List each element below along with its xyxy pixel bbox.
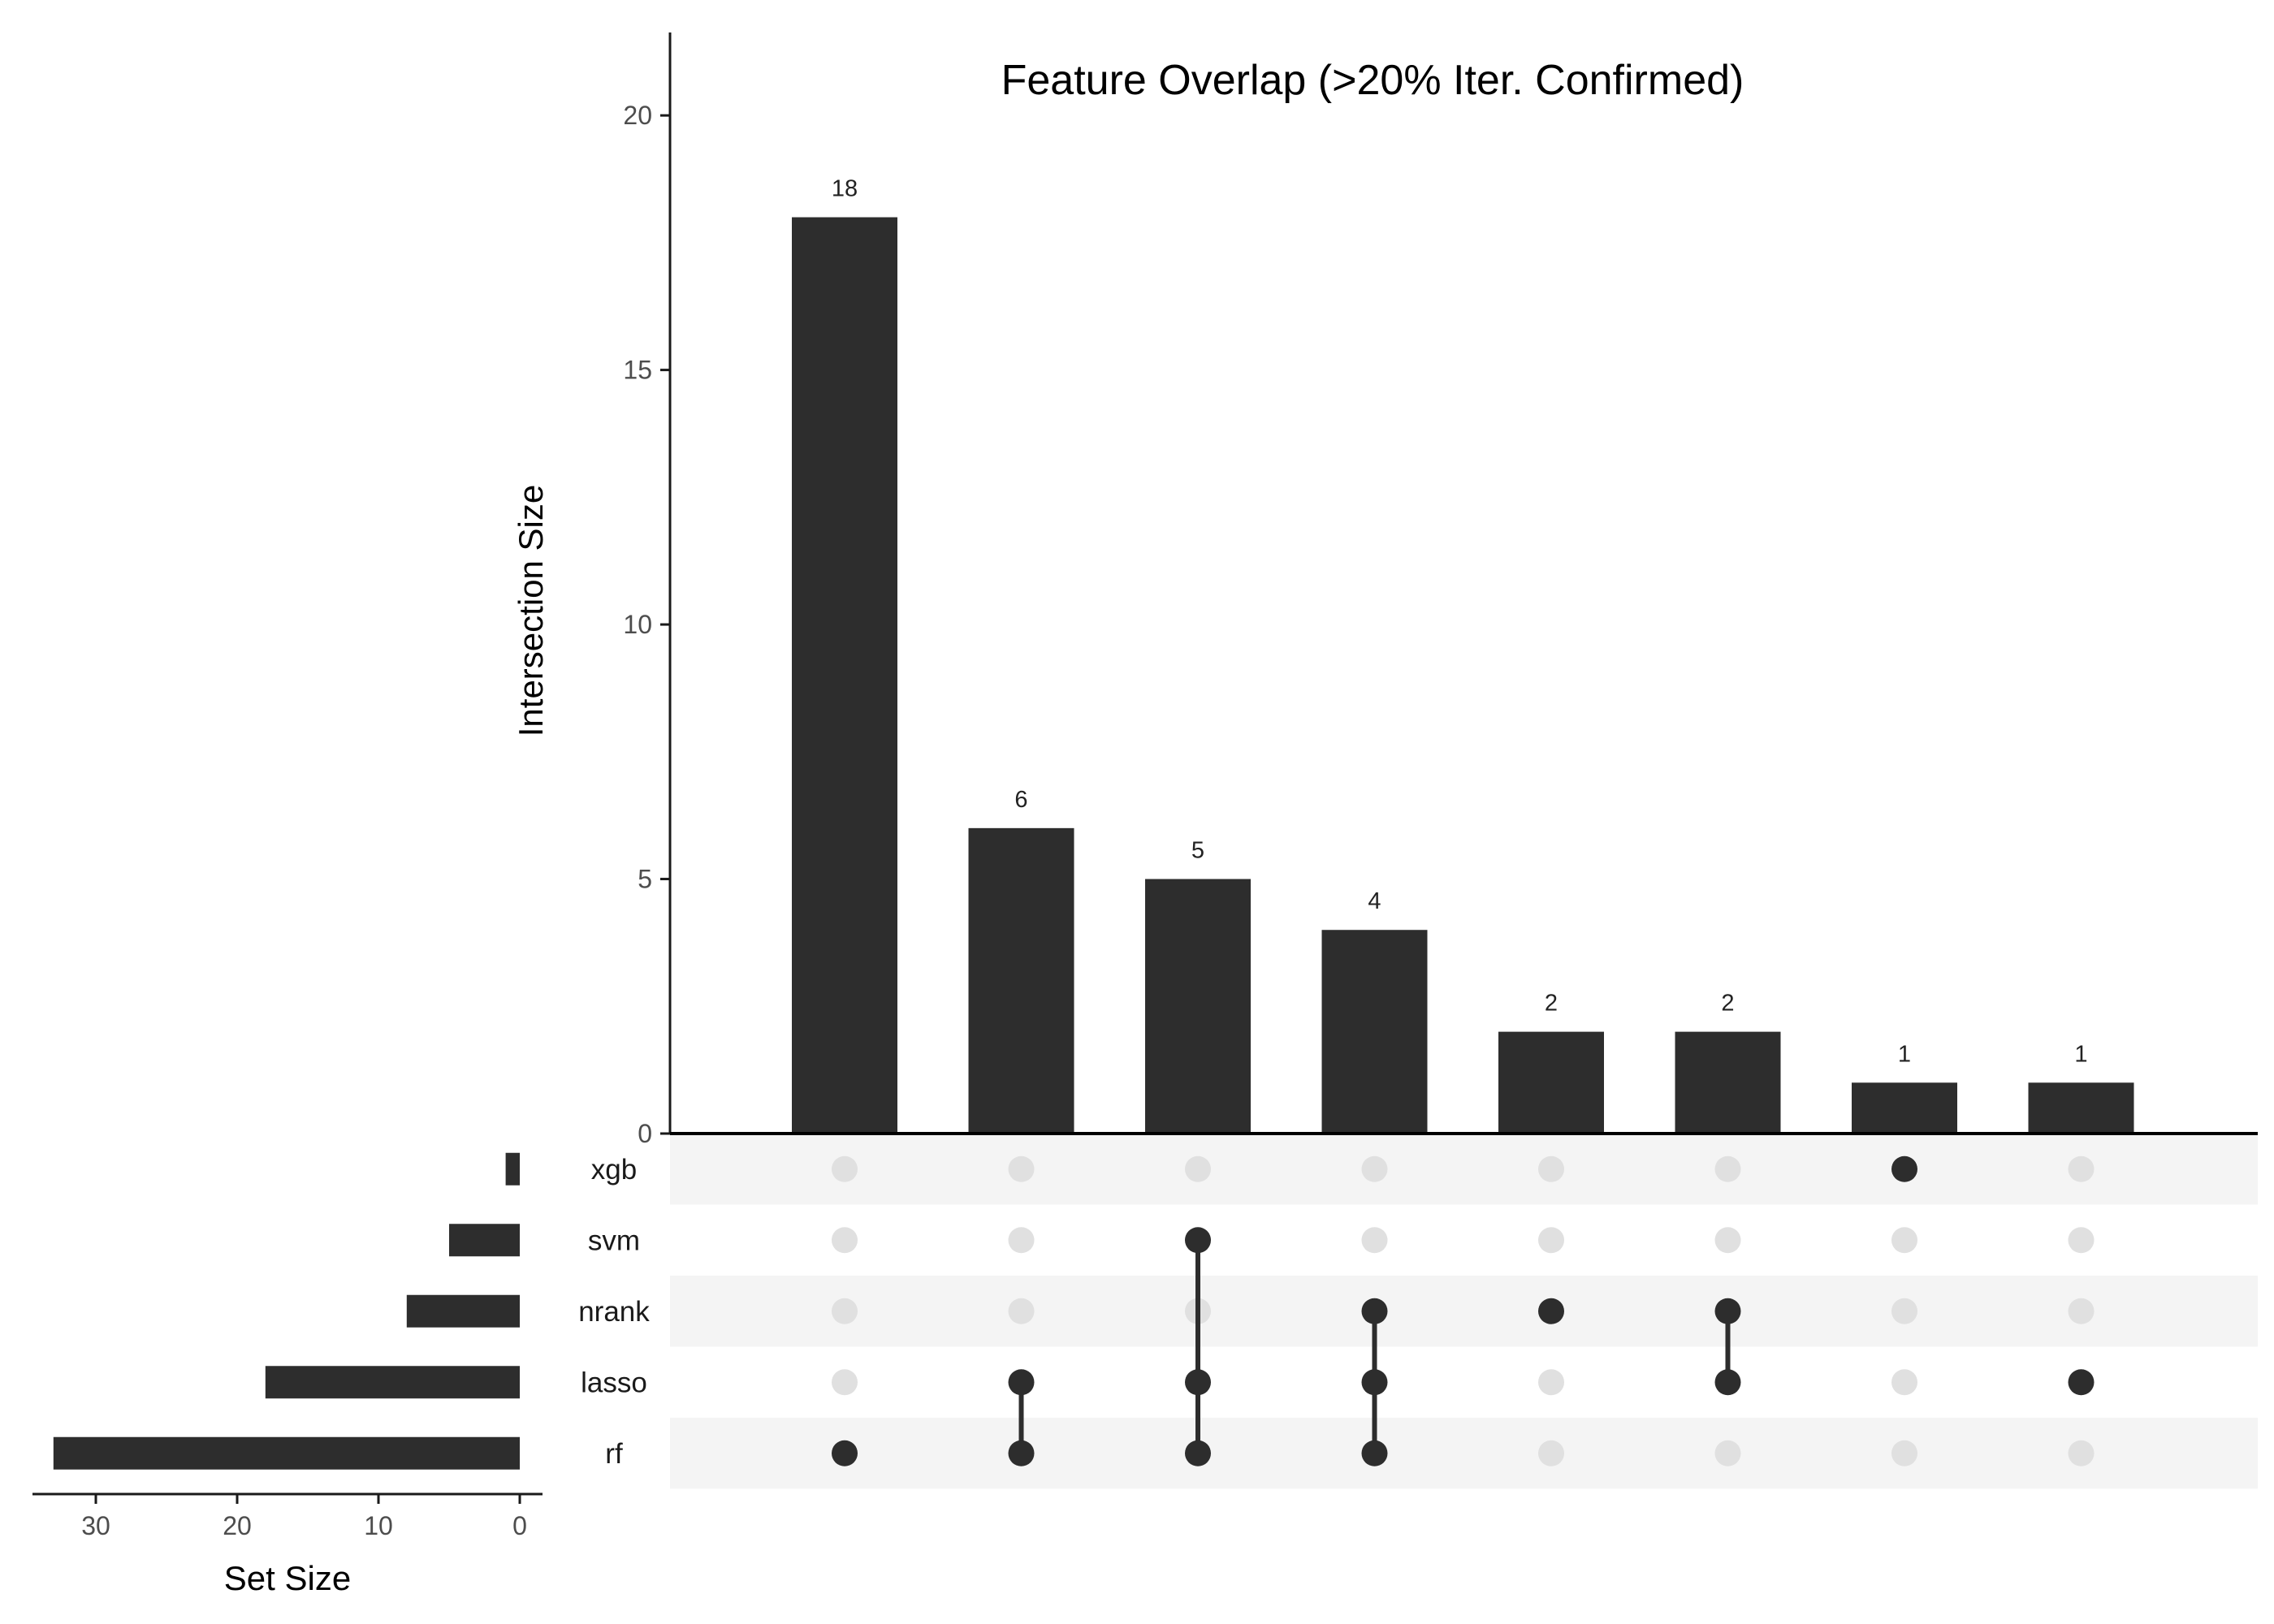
active-dot [1714, 1369, 1741, 1396]
active-dot [1361, 1369, 1388, 1396]
inactive-dot [1714, 1227, 1741, 1254]
set-label-rf: rf [605, 1438, 623, 1470]
bar-value-label: 1 [1898, 1041, 1911, 1067]
inactive-dot [2068, 1227, 2095, 1254]
inactive-dot [1538, 1227, 1564, 1254]
matrix-row-stripes [670, 1134, 2258, 1489]
inactive-dot [1008, 1298, 1035, 1324]
intersection-bar [2028, 1082, 2134, 1134]
set-size-tick-label: 20 [223, 1511, 252, 1540]
active-dot [1185, 1227, 1211, 1254]
set-size-tick-label: 30 [81, 1511, 110, 1540]
inactive-dot [1185, 1155, 1211, 1182]
set-label-svm: svm [588, 1224, 640, 1256]
matrix-stripe-nrank [670, 1276, 2258, 1347]
bar-value-label: 4 [1368, 888, 1381, 914]
active-dot [1185, 1440, 1211, 1466]
inactive-dot [1891, 1369, 1917, 1396]
active-dot [1361, 1298, 1388, 1324]
inactive-dot [1714, 1440, 1741, 1466]
active-dot [1891, 1155, 1917, 1182]
bar-value-label: 2 [1721, 991, 1734, 1017]
inactive-dot [1008, 1155, 1035, 1182]
y-tick-label: 5 [638, 865, 652, 894]
bar-value-label: 18 [832, 176, 858, 202]
inactive-dot [1538, 1440, 1564, 1466]
y-tick-label: 20 [623, 101, 652, 130]
intersection-bar [1321, 930, 1428, 1134]
set-size-tick-label: 0 [512, 1511, 527, 1540]
inactive-dot [1891, 1227, 1917, 1254]
active-dot [832, 1440, 858, 1466]
y-tick-label: 10 [623, 610, 652, 639]
set-label-nrank: nrank [578, 1296, 650, 1328]
inactive-dot [2068, 1440, 2095, 1466]
intersection-bars [792, 217, 2134, 1134]
inactive-dot [1538, 1155, 1564, 1182]
active-dot [1361, 1440, 1388, 1466]
bar-value-label: 2 [1545, 991, 1558, 1017]
inactive-dot [832, 1227, 858, 1254]
bar-value-label: 5 [1191, 838, 1204, 864]
set-size-bar [53, 1436, 521, 1470]
y-tick-label: 0 [638, 1119, 652, 1148]
set-size-bar [406, 1294, 520, 1328]
intersection-bar [1498, 1031, 1604, 1134]
intersection-bar [792, 217, 897, 1134]
inactive-dot [1361, 1227, 1388, 1254]
intersection-bar [968, 827, 1074, 1134]
inactive-dot [1891, 1298, 1917, 1324]
active-dot [1008, 1440, 1035, 1466]
set-size-bar [449, 1224, 520, 1257]
inactive-dot [1008, 1227, 1035, 1254]
active-dot [1714, 1298, 1741, 1324]
y-tick-label: 15 [623, 356, 652, 385]
matrix-stripe-rf [670, 1418, 2258, 1489]
active-dot [1185, 1369, 1211, 1396]
chart-title: Feature Overlap (>20% Iter. Confirmed) [1001, 57, 1744, 104]
inactive-dot [1361, 1155, 1388, 1182]
bar-value-label: 1 [2074, 1041, 2087, 1067]
set-size-axis-title: Set Size [224, 1559, 351, 1597]
active-dot [2068, 1369, 2095, 1396]
membership-matrix [832, 1155, 2095, 1466]
set-label-lasso: lasso [581, 1367, 647, 1398]
inactive-dot [2068, 1155, 2095, 1182]
intersection-bar [1852, 1082, 1957, 1134]
inactive-dot [832, 1298, 858, 1324]
inactive-dot [1891, 1440, 1917, 1466]
set-size-tick-label: 10 [364, 1511, 393, 1540]
set-label-xgb: xgb [591, 1154, 637, 1186]
inactive-dot [1538, 1369, 1564, 1396]
intersection-bar [1675, 1031, 1781, 1134]
inactive-dot [832, 1369, 858, 1396]
active-dot [1538, 1298, 1564, 1324]
inactive-dot [2068, 1298, 2095, 1324]
set-size-bars [53, 1152, 521, 1470]
set-size-bar [505, 1152, 520, 1186]
inactive-dot [832, 1155, 858, 1182]
bar-value-label: 6 [1014, 787, 1027, 813]
matrix-stripe-xgb [670, 1134, 2258, 1205]
set-size-bar [265, 1366, 520, 1399]
intersection-bar [1145, 879, 1251, 1134]
y-axis-title: Intersection Size [512, 485, 550, 737]
inactive-dot [1714, 1155, 1741, 1182]
active-dot [1008, 1369, 1035, 1396]
axes [32, 32, 2258, 1504]
